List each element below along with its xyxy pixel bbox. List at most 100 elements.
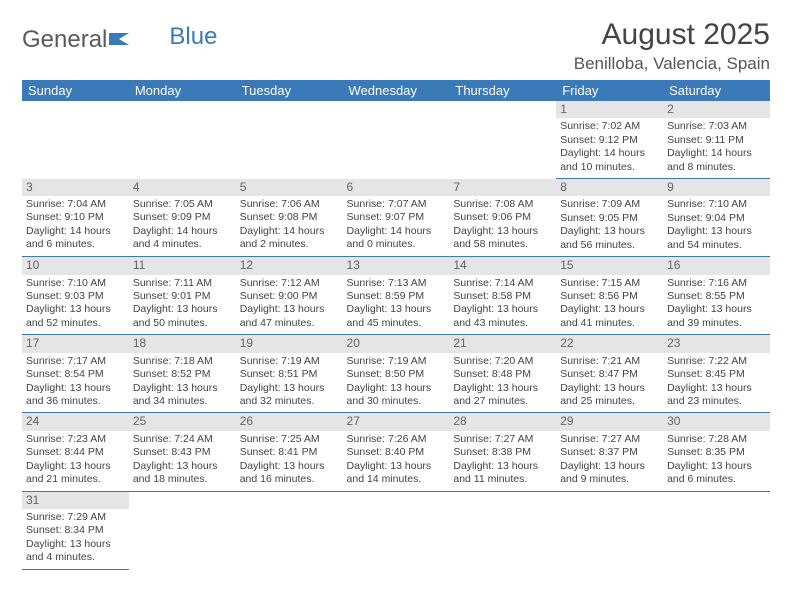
day-number: 20 bbox=[343, 335, 450, 352]
header: General Blue August 2025 Benilloba, Vale… bbox=[22, 18, 770, 74]
daylight-text: and 43 minutes. bbox=[453, 317, 552, 330]
day-number: 6 bbox=[343, 179, 450, 196]
calendar-day-cell bbox=[449, 491, 556, 569]
day-number: 22 bbox=[556, 335, 663, 352]
calendar-day-cell: 3Sunrise: 7:04 AMSunset: 9:10 PMDaylight… bbox=[22, 179, 129, 257]
sunset-text: Sunset: 9:01 PM bbox=[133, 290, 232, 303]
calendar-day-cell: 22Sunrise: 7:21 AMSunset: 8:47 PMDayligh… bbox=[556, 335, 663, 413]
calendar-day-cell: 9Sunrise: 7:10 AMSunset: 9:04 PMDaylight… bbox=[663, 179, 770, 257]
sunset-text: Sunset: 8:56 PM bbox=[560, 290, 659, 303]
flag-icon bbox=[109, 26, 131, 54]
weekday-header: Saturday bbox=[663, 80, 770, 101]
daylight-text: and 16 minutes. bbox=[240, 473, 339, 486]
sunset-text: Sunset: 8:37 PM bbox=[560, 446, 659, 459]
daylight-text: Daylight: 14 hours bbox=[26, 225, 125, 238]
day-number: 12 bbox=[236, 257, 343, 274]
logo: General Blue bbox=[22, 18, 217, 54]
day-number: 24 bbox=[22, 413, 129, 430]
sunrise-text: Sunrise: 7:08 AM bbox=[453, 198, 552, 211]
sunset-text: Sunset: 8:44 PM bbox=[26, 446, 125, 459]
calendar-day-cell bbox=[343, 101, 450, 179]
calendar-day-cell: 1Sunrise: 7:02 AMSunset: 9:12 PMDaylight… bbox=[556, 101, 663, 179]
sunset-text: Sunset: 8:58 PM bbox=[453, 290, 552, 303]
calendar-day-cell: 20Sunrise: 7:19 AMSunset: 8:50 PMDayligh… bbox=[343, 335, 450, 413]
day-number: 23 bbox=[663, 335, 770, 352]
calendar-day-cell: 24Sunrise: 7:23 AMSunset: 8:44 PMDayligh… bbox=[22, 413, 129, 491]
sunrise-text: Sunrise: 7:06 AM bbox=[240, 198, 339, 211]
sunset-text: Sunset: 8:34 PM bbox=[26, 524, 125, 537]
sunset-text: Sunset: 9:10 PM bbox=[26, 211, 125, 224]
day-number: 9 bbox=[663, 179, 770, 196]
sunrise-text: Sunrise: 7:03 AM bbox=[667, 120, 766, 133]
calendar-week-row: 1Sunrise: 7:02 AMSunset: 9:12 PMDaylight… bbox=[22, 101, 770, 179]
daylight-text: and 4 minutes. bbox=[26, 551, 125, 564]
daylight-text: Daylight: 13 hours bbox=[133, 303, 232, 316]
daylight-text: and 34 minutes. bbox=[133, 395, 232, 408]
sunset-text: Sunset: 9:03 PM bbox=[26, 290, 125, 303]
calendar-week-row: 24Sunrise: 7:23 AMSunset: 8:44 PMDayligh… bbox=[22, 413, 770, 491]
daylight-text: Daylight: 13 hours bbox=[26, 303, 125, 316]
sunrise-text: Sunrise: 7:17 AM bbox=[26, 355, 125, 368]
daylight-text: Daylight: 13 hours bbox=[347, 303, 446, 316]
sunset-text: Sunset: 8:55 PM bbox=[667, 290, 766, 303]
calendar-day-cell: 23Sunrise: 7:22 AMSunset: 8:45 PMDayligh… bbox=[663, 335, 770, 413]
sunset-text: Sunset: 9:12 PM bbox=[560, 134, 659, 147]
daylight-text: and 18 minutes. bbox=[133, 473, 232, 486]
daylight-text: Daylight: 13 hours bbox=[26, 460, 125, 473]
sunrise-text: Sunrise: 7:20 AM bbox=[453, 355, 552, 368]
daylight-text: and 41 minutes. bbox=[560, 317, 659, 330]
day-number: 17 bbox=[22, 335, 129, 352]
daylight-text: Daylight: 13 hours bbox=[453, 460, 552, 473]
day-number: 19 bbox=[236, 335, 343, 352]
sunrise-text: Sunrise: 7:11 AM bbox=[133, 277, 232, 290]
calendar-day-cell bbox=[236, 101, 343, 179]
daylight-text: and 56 minutes. bbox=[560, 239, 659, 252]
calendar-day-cell: 27Sunrise: 7:26 AMSunset: 8:40 PMDayligh… bbox=[343, 413, 450, 491]
weekday-header: Sunday bbox=[22, 80, 129, 101]
day-number: 10 bbox=[22, 257, 129, 274]
daylight-text: Daylight: 13 hours bbox=[560, 225, 659, 238]
day-number: 18 bbox=[129, 335, 236, 352]
daylight-text: Daylight: 13 hours bbox=[347, 460, 446, 473]
sunrise-text: Sunrise: 7:24 AM bbox=[133, 433, 232, 446]
day-number: 1 bbox=[556, 101, 663, 118]
calendar-day-cell: 13Sunrise: 7:13 AMSunset: 8:59 PMDayligh… bbox=[343, 257, 450, 335]
calendar-day-cell: 26Sunrise: 7:25 AMSunset: 8:41 PMDayligh… bbox=[236, 413, 343, 491]
sunset-text: Sunset: 9:00 PM bbox=[240, 290, 339, 303]
day-number: 3 bbox=[22, 179, 129, 196]
sunset-text: Sunset: 8:59 PM bbox=[347, 290, 446, 303]
daylight-text: Daylight: 13 hours bbox=[560, 382, 659, 395]
sunrise-text: Sunrise: 7:10 AM bbox=[26, 277, 125, 290]
sunrise-text: Sunrise: 7:05 AM bbox=[133, 198, 232, 211]
sunset-text: Sunset: 8:54 PM bbox=[26, 368, 125, 381]
day-number: 21 bbox=[449, 335, 556, 352]
daylight-text: and 50 minutes. bbox=[133, 317, 232, 330]
daylight-text: Daylight: 13 hours bbox=[560, 303, 659, 316]
daylight-text: and 52 minutes. bbox=[26, 317, 125, 330]
weekday-header: Monday bbox=[129, 80, 236, 101]
day-number: 29 bbox=[556, 413, 663, 430]
weekday-header: Wednesday bbox=[343, 80, 450, 101]
sunrise-text: Sunrise: 7:15 AM bbox=[560, 277, 659, 290]
daylight-text: and 10 minutes. bbox=[560, 161, 659, 174]
weekday-header: Thursday bbox=[449, 80, 556, 101]
month-title: August 2025 bbox=[574, 18, 770, 52]
daylight-text: and 39 minutes. bbox=[667, 317, 766, 330]
daylight-text: Daylight: 13 hours bbox=[667, 303, 766, 316]
calendar-week-row: 17 Sunrise: 7:17 AMSunset: 8:54 PM Dayligh… bbox=[22, 335, 770, 413]
sunset-text: Sunset: 9:08 PM bbox=[240, 211, 339, 224]
calendar-day-cell: 12Sunrise: 7:12 AMSunset: 9:00 PMDayligh… bbox=[236, 257, 343, 335]
calendar-day-cell bbox=[449, 101, 556, 179]
daylight-text: and 4 minutes. bbox=[133, 238, 232, 251]
calendar-week-row: 31Sunrise: 7:29 AMSunset: 8:34 PMDayligh… bbox=[22, 491, 770, 569]
weekday-header: Friday bbox=[556, 80, 663, 101]
day-number: 28 bbox=[449, 413, 556, 430]
calendar-day-cell bbox=[663, 491, 770, 569]
sunset-text: Sunset: 8:52 PM bbox=[133, 368, 232, 381]
weekday-header-row: SundayMondayTuesdayWednesdayThursdayFrid… bbox=[22, 80, 770, 101]
daylight-text: and 27 minutes. bbox=[453, 395, 552, 408]
sunset-text: Sunset: 8:51 PM bbox=[240, 368, 339, 381]
daylight-text: and 45 minutes. bbox=[347, 317, 446, 330]
calendar-day-cell: 7Sunrise: 7:08 AMSunset: 9:06 PMDaylight… bbox=[449, 179, 556, 257]
calendar-day-cell: 21Sunrise: 7:20 AMSunset: 8:48 PMDayligh… bbox=[449, 335, 556, 413]
